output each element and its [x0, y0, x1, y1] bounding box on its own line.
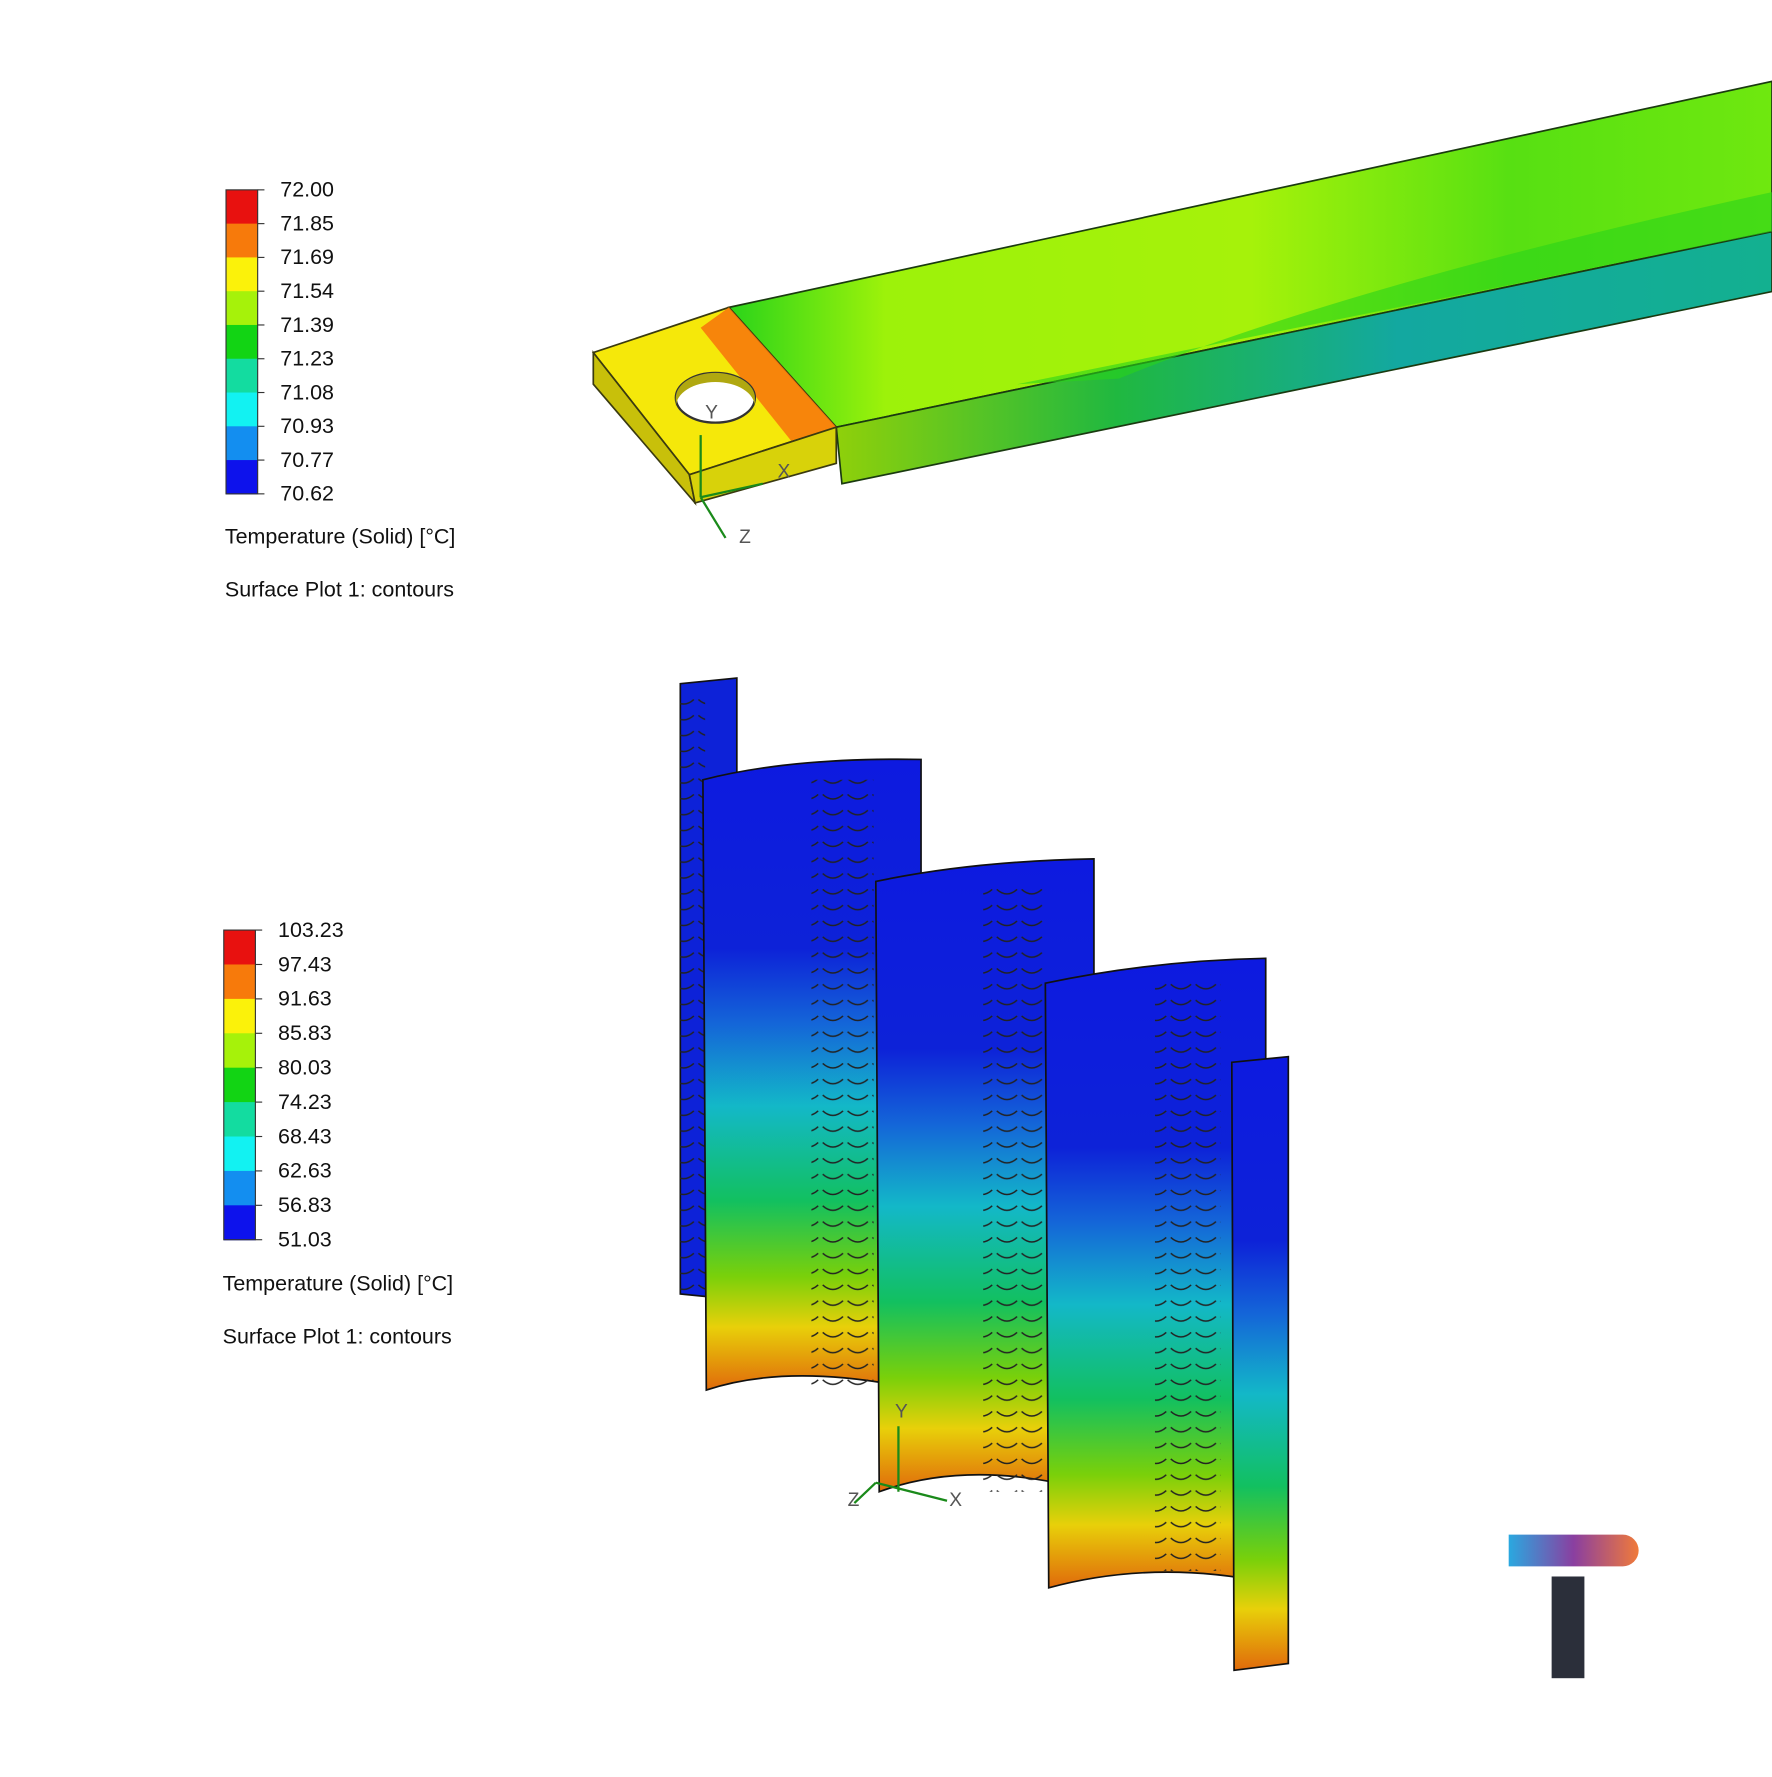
legend-label: 103.23: [278, 918, 344, 942]
legend-frame: [223, 929, 256, 1241]
legend-label: 71.23: [280, 347, 334, 371]
legend-label: 62.63: [278, 1159, 332, 1183]
axis-label: X: [778, 461, 791, 482]
legend-title: Temperature (Solid) [°C]: [225, 525, 456, 549]
legend-color-band: [226, 223, 258, 258]
legend-label: 74.23: [278, 1090, 332, 1114]
legend-label: 97.43: [278, 952, 332, 976]
legend-color-band: [226, 257, 258, 292]
legend-label: 70.62: [280, 482, 334, 506]
legend-color-band: [226, 460, 258, 495]
legend-color-band: [223, 930, 256, 966]
legend-label: 72.00: [280, 178, 334, 202]
axis-label: Y: [895, 1402, 908, 1423]
legend-label: 71.08: [280, 380, 334, 404]
legend-color-band: [223, 998, 256, 1034]
legend-subtitle: Surface Plot 1: contours: [225, 578, 454, 602]
legend-color-band: [226, 392, 258, 427]
legend-color-band: [223, 1102, 256, 1138]
heat-sink-model: [679, 677, 1290, 1672]
legend-label: 80.03: [278, 1055, 332, 1079]
legend-label: 51.03: [278, 1228, 332, 1252]
legend-label: 71.69: [280, 245, 334, 269]
legend-label: 85.83: [278, 1021, 332, 1045]
legend-label: 68.43: [278, 1124, 332, 1148]
legend-label: 70.77: [280, 448, 334, 472]
legend-color-band: [226, 358, 258, 394]
legend-color-band: [223, 1205, 256, 1241]
axis-label: Z: [739, 527, 751, 548]
legend-color-band: [226, 426, 258, 461]
axis-label: Y: [705, 403, 718, 424]
axis-label: X: [949, 1490, 962, 1511]
legend-label: 71.39: [280, 313, 334, 337]
legend-subtitle: Surface Plot 1: contours: [223, 1325, 452, 1349]
legend-color-band: [223, 964, 256, 1000]
legend-color-band: [226, 291, 258, 326]
logo: [1508, 1534, 1639, 1679]
legend-label: 71.54: [280, 279, 334, 303]
legend-label: 91.63: [278, 987, 332, 1011]
axis-label: Z: [848, 1490, 860, 1511]
legends: 72.00 71.85 71.69 71.54 71.39 71.23 71.08 70.93…: [223, 178, 456, 1349]
legend-color-band: [223, 1170, 256, 1206]
legend-color-band: [226, 189, 258, 225]
legend-color-band: [223, 1136, 256, 1172]
legend-frame: [225, 189, 259, 495]
legend-label: 71.85: [280, 211, 334, 235]
legend-label: 56.83: [278, 1193, 332, 1217]
legend-label: 70.93: [280, 414, 334, 438]
bus-bar-model: [591, 80, 1772, 539]
legend-title: Temperature (Solid) [°C]: [223, 1272, 454, 1296]
legend-color-band: [223, 1067, 256, 1103]
legend-color-band: [223, 1033, 256, 1069]
legend-color-band: [226, 324, 258, 360]
